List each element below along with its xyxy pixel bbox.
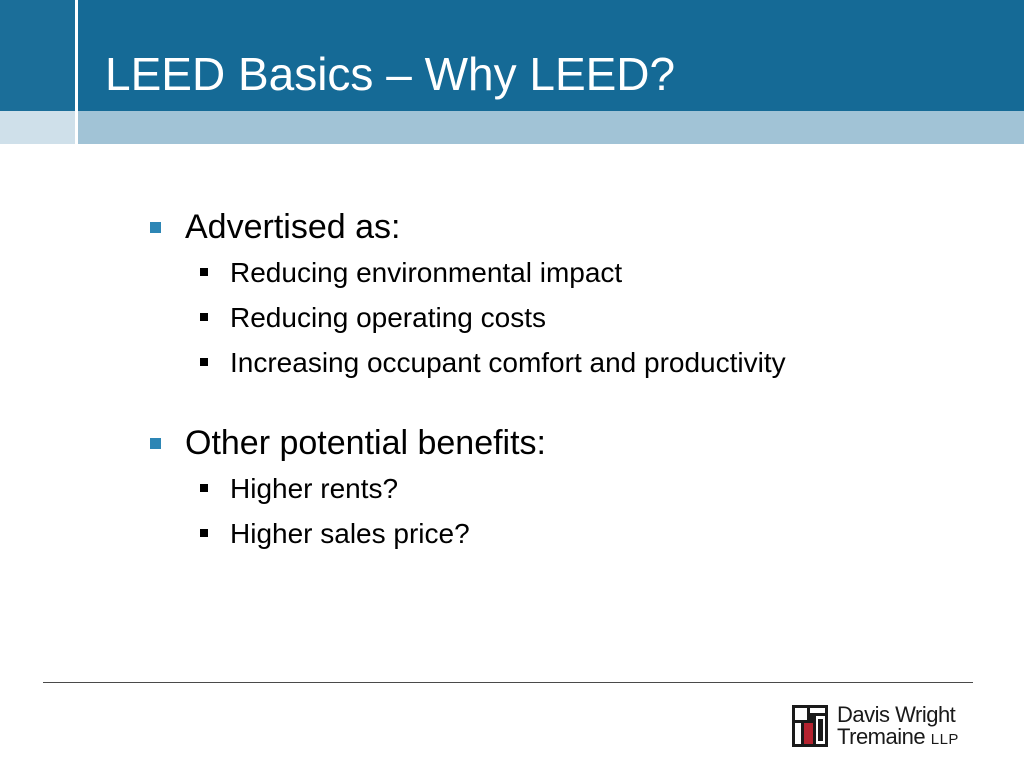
square-bullet-icon <box>200 313 208 321</box>
bullet-heading-benefits: Other potential benefits: <box>148 420 968 466</box>
company-logo: Davis Wright Tremaine LLP <box>792 704 977 750</box>
slide-title: LEED Basics – Why LEED? <box>105 48 676 100</box>
header-band <box>0 0 1024 111</box>
logo-line-2: Tremaine LLP <box>837 726 959 751</box>
logo-mark-icon <box>792 705 828 747</box>
header-sub-band <box>0 111 1024 144</box>
header-accent-block <box>0 0 78 111</box>
sub-bullet-item: Higher sales price? <box>148 511 968 556</box>
logo-line-2-text: Tremaine <box>837 724 926 749</box>
sub-bullet-text: Reducing operating costs <box>230 302 546 333</box>
square-bullet-icon <box>150 222 161 233</box>
logo-line-1: Davis Wright <box>837 702 956 727</box>
square-bullet-icon <box>200 358 208 366</box>
footer-divider <box>43 682 973 683</box>
bullet-content: Advertised as: Reducing environmental im… <box>148 204 968 556</box>
logo-wordmark: Davis Wright Tremaine LLP <box>837 704 959 751</box>
sub-bullet-text: Reducing environmental impact <box>230 257 623 288</box>
sub-bullet-text: Higher rents? <box>230 473 399 504</box>
square-bullet-icon <box>200 268 208 276</box>
square-bullet-icon <box>200 484 208 492</box>
sub-bullet-item: Higher rents? <box>148 466 968 511</box>
sub-bullet-item: Reducing environmental impact <box>148 250 968 295</box>
logo-suffix: LLP <box>930 731 959 748</box>
sub-bullet-text: Higher sales price? <box>230 518 470 549</box>
header-sub-band-accent <box>0 111 78 144</box>
square-bullet-icon <box>200 529 208 537</box>
sub-bullet-text: Increasing occupant comfort and producti… <box>230 347 786 378</box>
bullet-heading-text: Advertised as: <box>185 208 401 246</box>
bullet-heading-text: Other potential benefits: <box>185 424 547 462</box>
sub-bullet-item: Increasing occupant comfort and producti… <box>148 340 968 385</box>
bullet-heading-advertised: Advertised as: <box>148 204 968 250</box>
sub-bullet-item: Reducing operating costs <box>148 295 968 340</box>
square-bullet-icon <box>150 438 161 449</box>
